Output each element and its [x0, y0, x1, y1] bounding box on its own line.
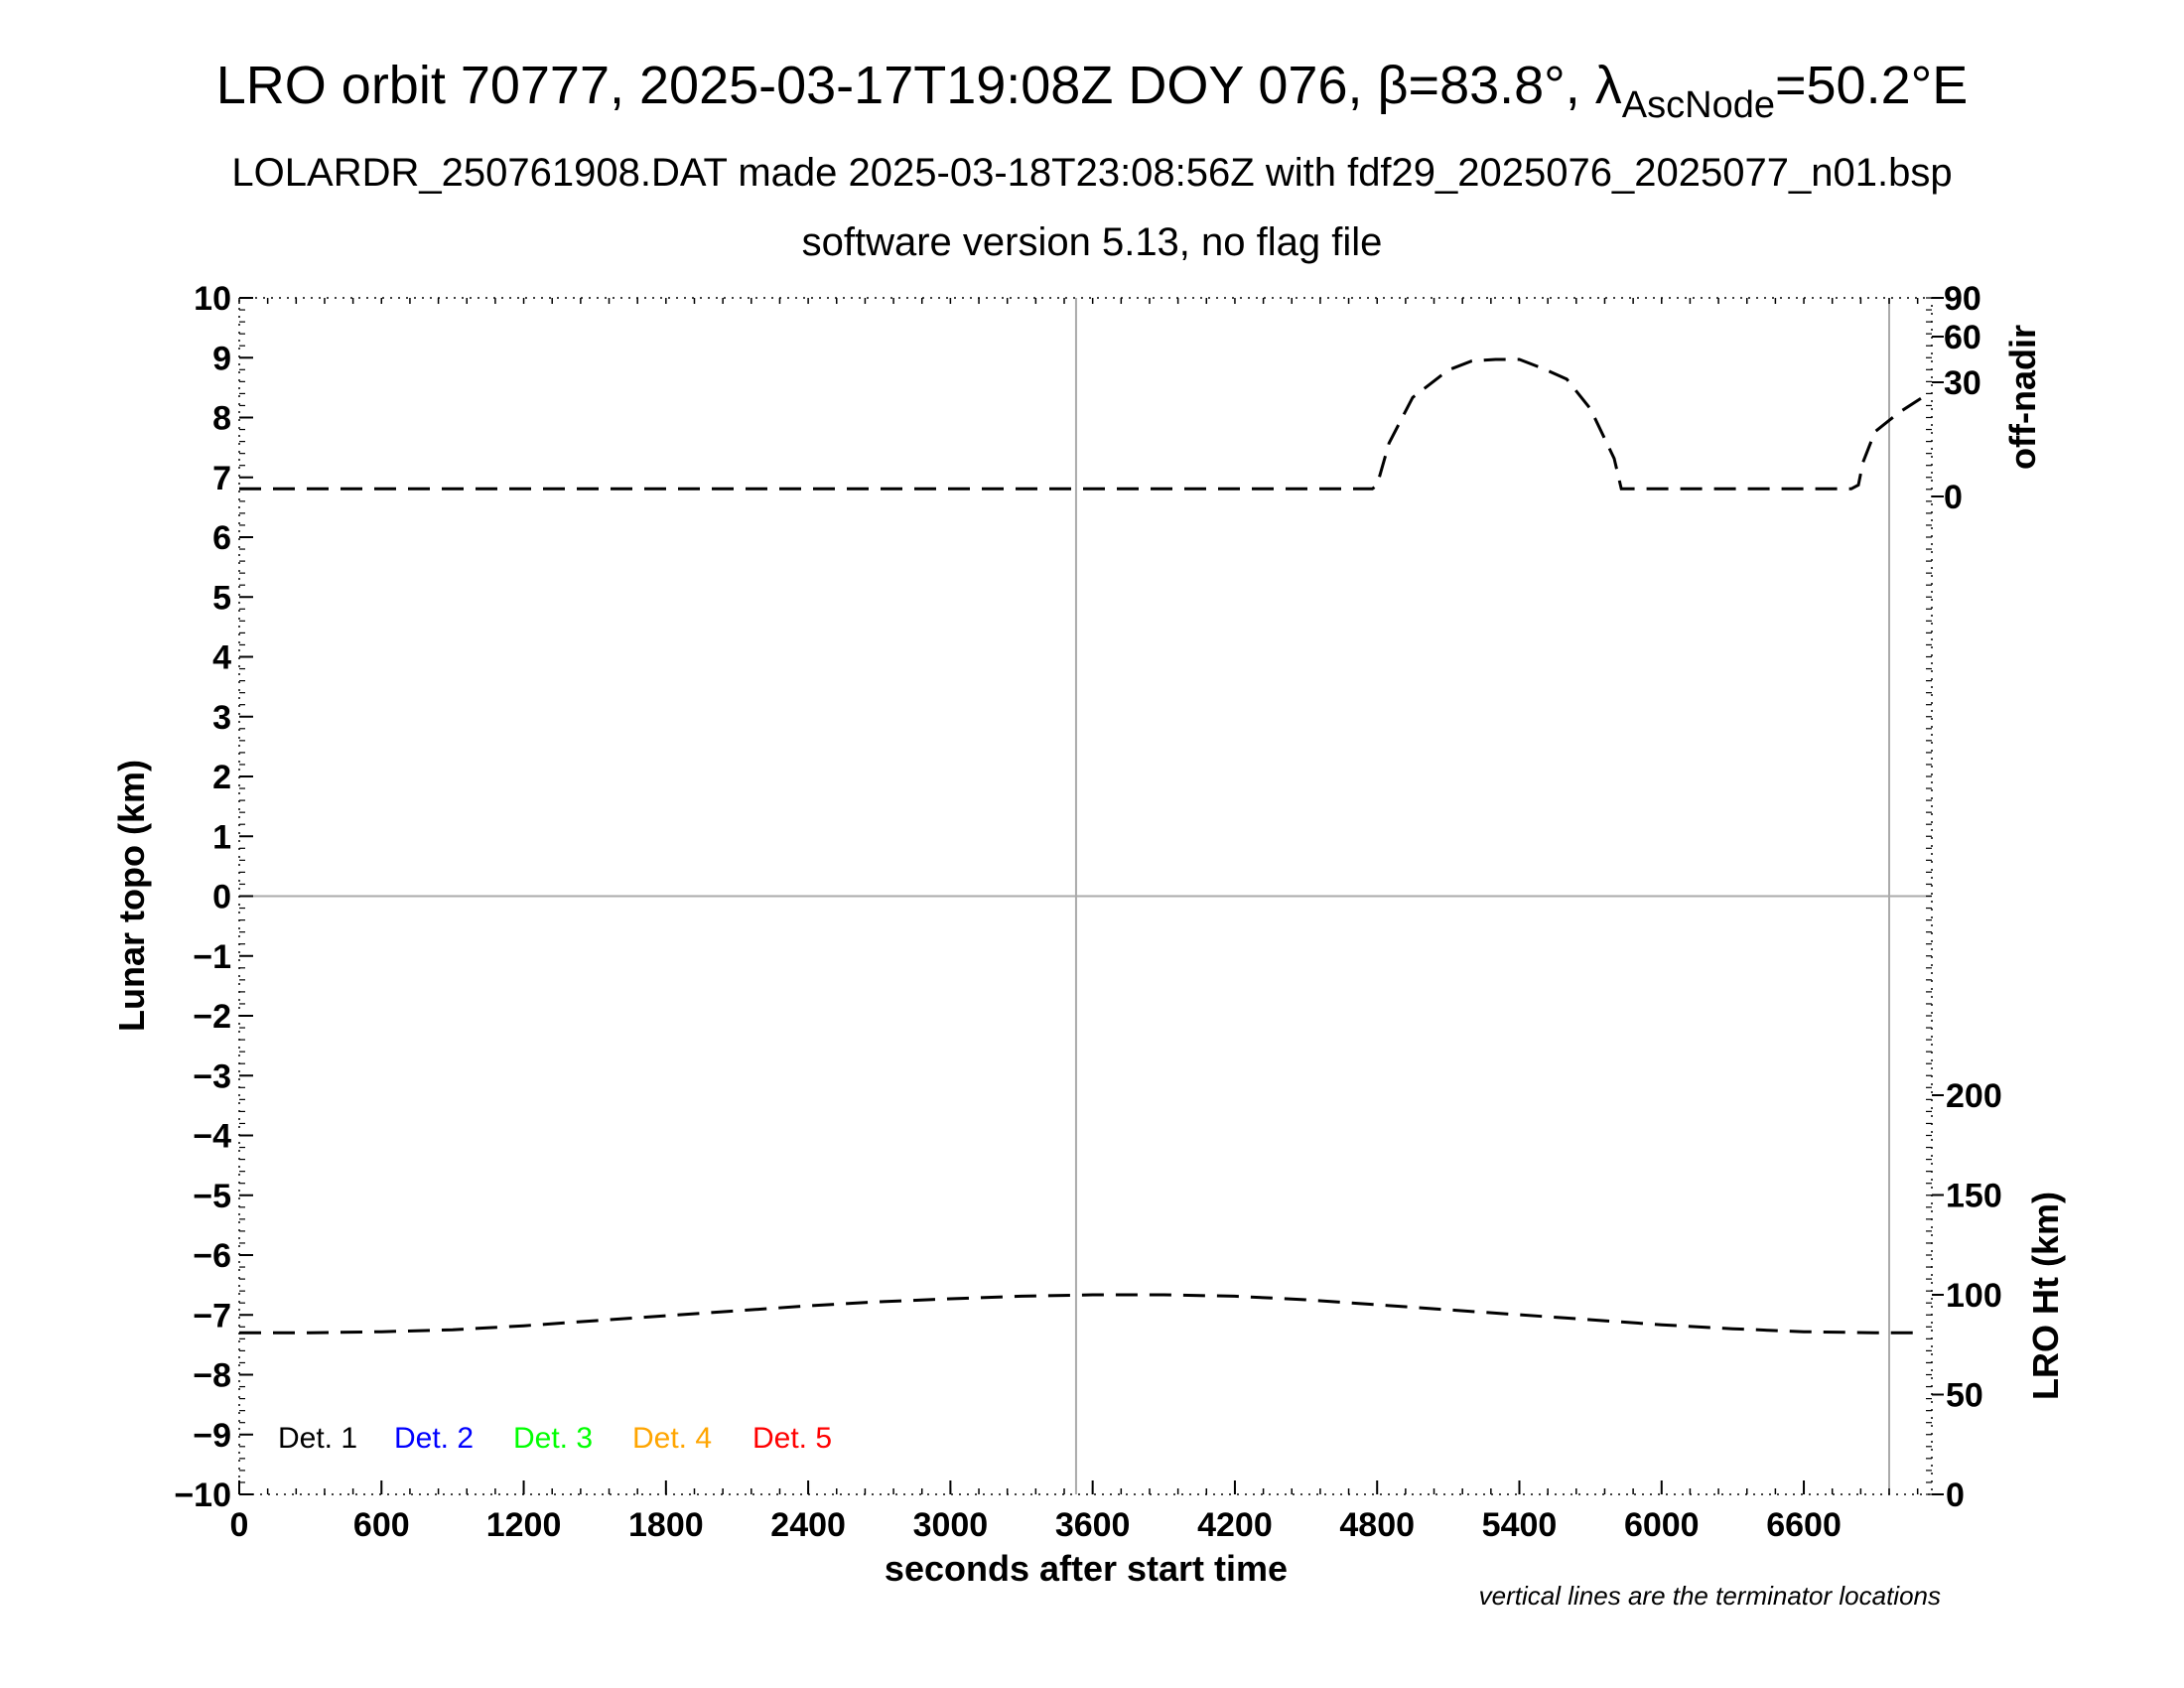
y-tick-label: −10	[174, 1477, 231, 1514]
x-tick-label: 1200	[486, 1506, 562, 1544]
legend-det-4: Det. 4	[632, 1422, 712, 1455]
terminator-note: vertical lines are the terminator locati…	[1479, 1581, 1941, 1611]
y-tick-label: 5	[212, 579, 231, 617]
x-tick-label: 5400	[1482, 1506, 1558, 1544]
lro-height-line	[239, 1293, 1923, 1335]
y-tick-label: 6	[212, 519, 231, 557]
right-top-axis-label: off-nadir	[2002, 325, 2043, 470]
lro-ht-tick-label: 0	[1946, 1477, 1965, 1514]
x-tick-label: 2400	[770, 1506, 846, 1544]
y-tick-label: −5	[193, 1178, 231, 1215]
legend: Det. 1 Det. 2 Det. 3 Det. 4 Det. 5	[278, 1422, 832, 1455]
grid-lines	[239, 298, 1932, 1494]
legend-det-1: Det. 1	[278, 1422, 357, 1455]
y-tick-label: −1	[193, 938, 231, 976]
x-axis-label: seconds after start time	[885, 1548, 1288, 1589]
off-nadir-tick-label: 0	[1944, 479, 1963, 516]
x-tick-label: 1800	[628, 1506, 704, 1544]
y-tick-label: 8	[212, 400, 231, 438]
y-tick-label: −9	[193, 1417, 231, 1455]
off-nadir-tick-label: 60	[1944, 319, 1981, 356]
y-tick-label: −8	[193, 1357, 231, 1395]
chart-subtitle-version: software version 5.13, no flag file	[802, 220, 1383, 264]
y-tick-label: 7	[212, 460, 231, 497]
y-tick-label: 10	[194, 280, 231, 318]
x-tick-label: 6600	[1766, 1506, 1842, 1544]
off-nadir-tick-label: 30	[1944, 364, 1981, 402]
x-tick-label: 4800	[1339, 1506, 1415, 1544]
x-tick-label: 4200	[1197, 1506, 1273, 1544]
legend-det-3: Det. 3	[513, 1422, 593, 1455]
y-tick-label: 0	[212, 879, 231, 916]
y-tick-label: −3	[193, 1057, 231, 1095]
y-tick-label: 3	[212, 699, 231, 737]
lro-ht-tick-label: 200	[1946, 1077, 2002, 1115]
x-tick-label: 3600	[1055, 1506, 1131, 1544]
y-tick-label: −7	[193, 1297, 231, 1335]
y-tick-label: −4	[193, 1118, 231, 1156]
right-bottom-axis-label: LRO Ht (km)	[2025, 1192, 2066, 1400]
x-tick-label: 3000	[913, 1506, 989, 1544]
lro-ht-tick-label: 100	[1946, 1277, 2002, 1315]
y-tick-label: 4	[212, 639, 231, 677]
x-tick-label: 600	[353, 1506, 410, 1544]
y-tick-label: 1	[212, 818, 231, 856]
legend-det-2: Det. 2	[394, 1422, 474, 1455]
off-nadir-line	[239, 357, 1924, 491]
plot-frame	[238, 297, 1933, 1495]
lro-ht-tick-label: 50	[1946, 1377, 1983, 1415]
x-tick-label: 0	[230, 1506, 249, 1544]
y-tick-label: −6	[193, 1237, 231, 1275]
left-y-axis-label: Lunar topo (km)	[111, 760, 152, 1032]
axis-ticks: 0 600 1200 1800 2400 3000 3600 4200 4800 5400 6000…	[174, 280, 2001, 1544]
y-tick-label: 2	[212, 759, 231, 796]
y-tick-label: −2	[193, 998, 231, 1036]
lro-ht-tick-label: 150	[1946, 1178, 2002, 1215]
legend-det-5: Det. 5	[752, 1422, 832, 1455]
chart-title: LRO orbit 70777, 2025-03-17T19:08Z DOY 0…	[216, 56, 1968, 126]
y-tick-label: 9	[212, 340, 231, 377]
x-tick-label: 6000	[1624, 1506, 1700, 1544]
chart-subtitle-file: LOLARDR_250761908.DAT made 2025-03-18T23…	[231, 151, 1952, 195]
series-lines	[239, 357, 1924, 1335]
off-nadir-tick-label: 90	[1944, 280, 1981, 318]
